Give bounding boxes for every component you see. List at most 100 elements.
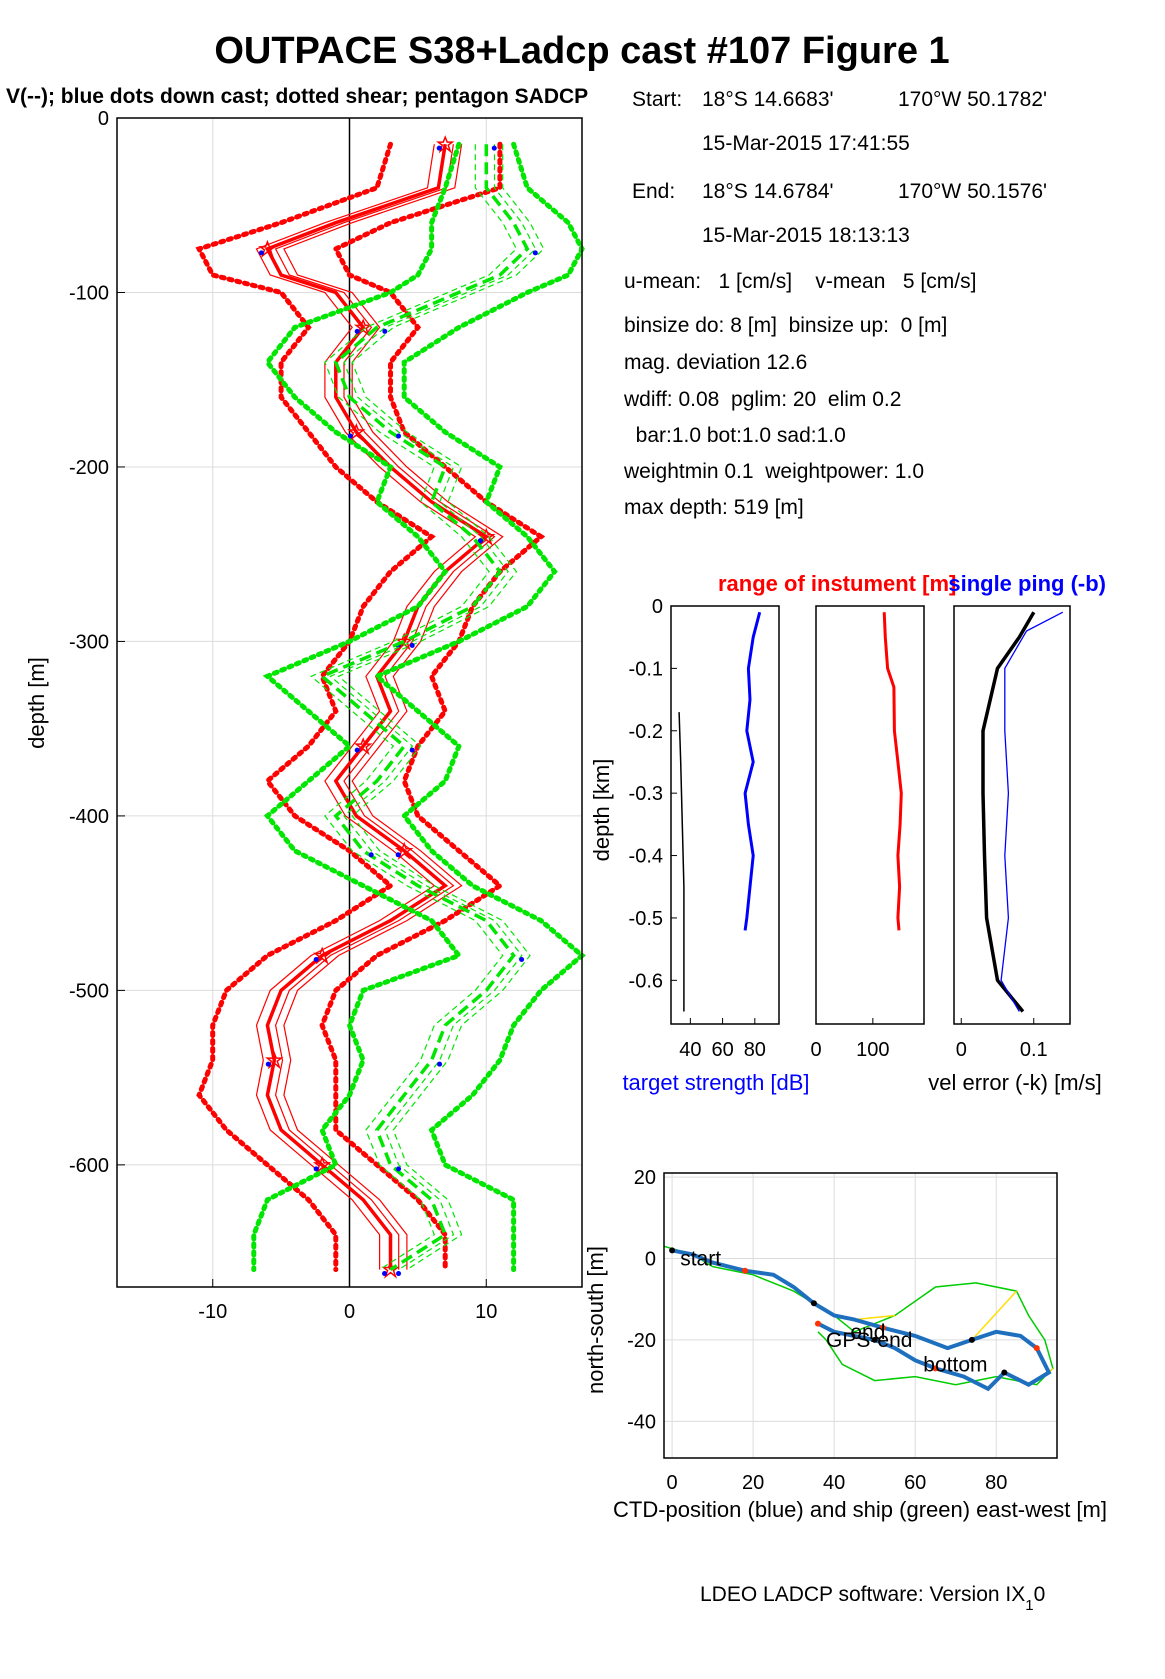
info-line: mag. deviation 12.6 bbox=[624, 351, 807, 374]
ctd-track bbox=[671, 1248, 1052, 1392]
u-shear-lower bbox=[195, 141, 436, 1273]
cast-info-block: Start: 18°S 14.6683' 170°W 50.1782' 15-M… bbox=[623, 88, 1047, 519]
track-dot bbox=[810, 1300, 817, 1307]
start-lat: 18°S 14.6683' bbox=[702, 88, 834, 111]
start-lon: 170°W 50.1782' bbox=[898, 88, 1047, 111]
series-line bbox=[743, 611, 762, 931]
info-line: wdiff: 0.08 pglim: 20 elim 0.2 bbox=[623, 388, 901, 411]
track-annotation-end: end bbox=[850, 1321, 885, 1344]
sadcp-star-marker bbox=[258, 239, 277, 259]
panel-ytick-label: -0.5 bbox=[629, 908, 663, 930]
track-dot bbox=[669, 1247, 676, 1254]
track-frame bbox=[663, 1172, 1058, 1459]
downcast-dot bbox=[313, 956, 319, 962]
v-profile-thin bbox=[329, 144, 537, 1271]
velocity-xtick-label: 10 bbox=[475, 1301, 497, 1323]
v-shear-lower bbox=[251, 141, 463, 1273]
panel-ytick-label: -0.4 bbox=[629, 846, 663, 868]
velocity-ytick-label: 0 bbox=[98, 108, 109, 130]
sadcp-star-marker bbox=[353, 737, 373, 756]
connector-line bbox=[854, 1314, 896, 1321]
footer-version: LDEO LADCP software: Version IX10 bbox=[700, 1583, 1045, 1614]
track-ytick-label: 20 bbox=[634, 1167, 656, 1189]
sadcp-star-marker bbox=[477, 527, 496, 546]
panel-xtick-label: 40 bbox=[679, 1039, 701, 1061]
track-dot bbox=[871, 1336, 878, 1343]
series-line bbox=[981, 611, 1036, 1013]
info-line: weightmin 0.1 weightpower: 1.0 bbox=[623, 460, 924, 483]
end-lon: 170°W 50.1576' bbox=[898, 180, 1047, 203]
end-time: 15-Mar-2015 18:13:13 bbox=[702, 224, 910, 247]
track-xtick-label: 0 bbox=[667, 1472, 678, 1494]
downcast-dot bbox=[382, 328, 388, 334]
velocity-ytick-label: -300 bbox=[69, 631, 109, 653]
track-dot bbox=[932, 1365, 939, 1372]
downcast-dot bbox=[437, 1061, 443, 1067]
downcast-dot bbox=[382, 1271, 388, 1277]
downcast-dot bbox=[436, 145, 442, 151]
panel-ytick-label: -0.1 bbox=[629, 658, 663, 680]
v-profile-thin bbox=[310, 144, 518, 1271]
panel-ytick-label: -0.2 bbox=[629, 721, 663, 743]
info-line: max depth: 519 [m] bbox=[624, 496, 804, 519]
series-line bbox=[882, 612, 903, 931]
sadcp-star-marker bbox=[394, 841, 414, 860]
v-profile-mean bbox=[318, 144, 530, 1272]
series-line bbox=[678, 712, 685, 1012]
track-xlabel: CTD-position (blue) and ship (green) eas… bbox=[613, 1497, 1107, 1522]
downcast-dot bbox=[519, 956, 525, 962]
panel-frame bbox=[670, 605, 780, 1025]
panel-ytick-label: -0.3 bbox=[629, 783, 663, 805]
downcast-dot bbox=[532, 250, 538, 256]
u-shear-upper bbox=[319, 141, 546, 1273]
downcast-dot bbox=[258, 250, 264, 256]
downcast-dot bbox=[478, 538, 484, 544]
track-ytick-label: -40 bbox=[627, 1411, 656, 1433]
track-ylabel: north-south [m] bbox=[583, 1246, 608, 1394]
downcast-dot bbox=[347, 433, 353, 439]
start-time: 15-Mar-2015 17:41:55 bbox=[702, 132, 910, 155]
track-xtick-label: 20 bbox=[742, 1472, 764, 1494]
track-dot bbox=[1001, 1369, 1008, 1376]
panel-ytick-label: -0.6 bbox=[629, 970, 663, 992]
footer-subscript: 1 bbox=[1025, 1597, 1033, 1614]
footer-tail: 0 bbox=[1034, 1583, 1046, 1606]
instrument-panels: range of instument [m] single ping (-b) … bbox=[589, 571, 1106, 1095]
v-profile-thin bbox=[337, 144, 545, 1271]
track-xtick-label: 60 bbox=[904, 1472, 926, 1494]
start-label: Start: bbox=[632, 88, 682, 111]
depth-km-ylabel: depth [km] bbox=[589, 759, 614, 862]
track-dot bbox=[814, 1320, 821, 1327]
target-strength-xlabel: target strength [dB] bbox=[622, 1070, 809, 1095]
track-dot bbox=[742, 1267, 749, 1274]
downcast-dot bbox=[396, 1166, 402, 1172]
panel-xtick-label: 80 bbox=[744, 1039, 766, 1061]
velocity-ytick-label: -200 bbox=[69, 457, 109, 479]
footer-text: LDEO LADCP software: Version IX bbox=[700, 1583, 1025, 1606]
series-line bbox=[1000, 611, 1064, 1012]
end-label: End: bbox=[632, 180, 675, 203]
downcast-dot bbox=[265, 1061, 271, 1067]
velocity-ytick-label: -500 bbox=[69, 980, 109, 1002]
track-xtick-label: 80 bbox=[985, 1472, 1007, 1494]
range-title: range of instument [m] bbox=[718, 571, 956, 596]
downcast-dot bbox=[396, 433, 402, 439]
panel-frame bbox=[815, 605, 925, 1025]
sadcp-star-marker bbox=[347, 423, 366, 442]
ship-track bbox=[663, 1245, 1054, 1386]
downcast-dot bbox=[409, 642, 415, 648]
sadcp-star-marker bbox=[435, 135, 455, 154]
sadcp-star-marker bbox=[312, 946, 332, 965]
panel-xtick-label: 100 bbox=[856, 1039, 889, 1061]
connector-line bbox=[971, 1290, 1018, 1341]
panel-xtick-label: 0 bbox=[956, 1039, 967, 1061]
track-annotation-start: start bbox=[680, 1248, 721, 1271]
track-dot bbox=[879, 1324, 886, 1331]
downcast-dot bbox=[396, 1271, 402, 1277]
sadcp-star-marker bbox=[312, 1155, 332, 1175]
panel-xtick-label: 0.1 bbox=[1020, 1039, 1048, 1061]
downcast-dot bbox=[491, 145, 497, 151]
vel-error-xlabel: vel error (-k) [m/s] bbox=[928, 1070, 1102, 1095]
